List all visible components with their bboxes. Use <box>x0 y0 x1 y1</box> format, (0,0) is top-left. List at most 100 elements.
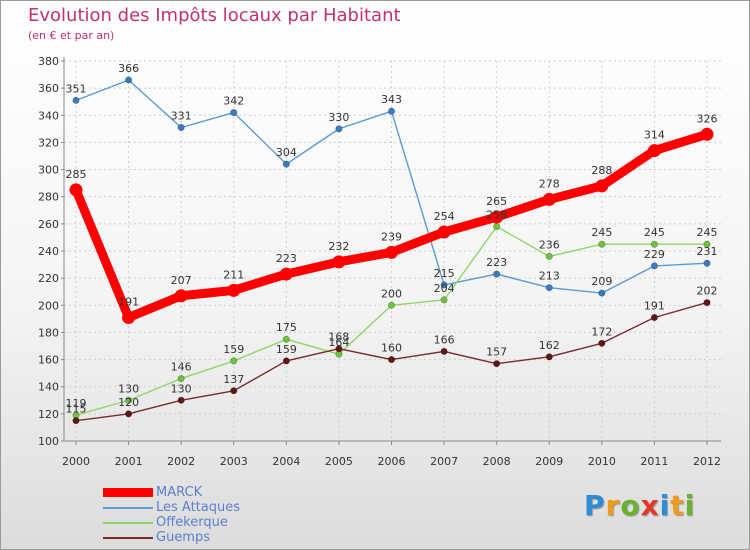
data-label-marck-2009: 278 <box>539 177 560 190</box>
point-marck-2004 <box>279 267 293 281</box>
data-label-offekerque-2004: 175 <box>276 321 297 334</box>
x-tick-label-2009: 2009 <box>535 455 563 468</box>
y-tick-label-160: 160 <box>38 354 59 367</box>
data-label-marck-2002: 207 <box>171 274 192 287</box>
y-axis-tick-labels: 100 120 140 160 180 200 220 240 260 280 300 320 340 3… <box>38 55 59 448</box>
point-offekerque-2003 <box>230 357 238 365</box>
point-offekerque-2006 <box>387 301 395 309</box>
data-label-guemps-2002: 130 <box>171 382 192 395</box>
data-label-les-attaques-2006: 343 <box>381 93 402 106</box>
logo-letter: t <box>670 489 685 522</box>
data-labels: 351 366 331 342 304 330 343 215 223 213 209 229 231 1… <box>66 62 718 416</box>
point-marck-2007 <box>437 225 451 239</box>
logo-letter: x <box>640 489 660 522</box>
series-layer <box>69 76 714 425</box>
x-tick-label-2006: 2006 <box>378 455 406 468</box>
legend-label-offekerque: Offekerque <box>156 515 228 530</box>
legend-swatch-marck <box>103 488 153 497</box>
y-tick-label-240: 240 <box>38 245 59 258</box>
x-tick-label-2003: 2003 <box>220 455 248 468</box>
data-label-les-attaques-2004: 304 <box>276 146 297 159</box>
data-label-marck-2010: 288 <box>591 164 612 177</box>
point-guemps-2005 <box>335 345 343 353</box>
y-tick-label-120: 120 <box>38 408 59 421</box>
data-label-marck-2008: 265 <box>486 195 507 208</box>
point-marck-2002 <box>174 289 188 303</box>
data-label-guemps-2009: 162 <box>539 339 560 352</box>
point-guemps-2009 <box>545 353 553 361</box>
point-guemps-2002 <box>177 396 185 404</box>
point-guemps-2007 <box>440 347 448 355</box>
data-label-offekerque-2009: 236 <box>539 238 560 251</box>
point-offekerque-2011 <box>650 240 658 248</box>
y-tick-label-200: 200 <box>38 299 59 312</box>
x-tick-label-2007: 2007 <box>430 455 458 468</box>
proxiti-logo: Proxiti <box>584 489 695 522</box>
point-marck-2001 <box>122 311 136 324</box>
y-tick-label-180: 180 <box>38 326 59 339</box>
logo-letter: i <box>659 489 671 522</box>
point-les-attaques-2006 <box>387 107 395 115</box>
data-label-offekerque-2008: 258 <box>486 209 507 222</box>
point-les-attaques-2005 <box>335 125 343 133</box>
data-label-offekerque-2012: 245 <box>697 226 718 239</box>
legend-swatch-guemps <box>103 537 153 539</box>
data-label-offekerque-2003: 159 <box>223 343 244 356</box>
logo-letter: r <box>605 489 621 522</box>
data-label-guemps-2004: 159 <box>276 343 297 356</box>
x-tick-label-2012: 2012 <box>693 455 721 468</box>
data-label-les-attaques-2007: 215 <box>434 267 455 280</box>
point-guemps-2008 <box>493 360 501 368</box>
legend-swatch-offekerque <box>103 522 153 524</box>
data-label-offekerque-2000: 119 <box>66 397 87 410</box>
legend-label-marck: MARCK <box>156 485 203 500</box>
data-label-guemps-2005: 168 <box>328 331 349 344</box>
point-marck-2006 <box>385 245 398 259</box>
data-label-guemps-2008: 157 <box>486 346 507 359</box>
data-label-les-attaques-2002: 331 <box>171 110 192 123</box>
data-label-offekerque-2007: 204 <box>434 282 455 295</box>
x-tick-label-2000: 2000 <box>62 455 90 468</box>
data-label-les-attaques-2008: 223 <box>486 256 507 269</box>
point-offekerque-2008 <box>493 223 501 231</box>
logo-letter: P <box>584 489 606 522</box>
legend-label-les-attaques: Les Attaques <box>156 500 241 515</box>
point-marck-2009 <box>542 192 556 206</box>
x-tick-label-2004: 2004 <box>272 455 300 468</box>
x-tick-label-2008: 2008 <box>483 455 511 468</box>
point-guemps-2001 <box>125 410 133 418</box>
point-guemps-2000 <box>72 417 80 425</box>
y-tick-label-380: 380 <box>38 55 59 68</box>
point-les-attaques-2012 <box>703 259 711 267</box>
point-guemps-2012 <box>703 299 711 307</box>
chart-title: Evolution des Impôts locaux par Habitant <box>28 5 401 26</box>
axes <box>61 57 721 445</box>
data-label-les-attaques-2005: 330 <box>328 111 349 124</box>
point-offekerque-2004 <box>282 335 290 343</box>
data-label-marck-2005: 232 <box>328 240 349 253</box>
point-guemps-2003 <box>230 387 238 395</box>
data-label-offekerque-2002: 146 <box>171 361 192 374</box>
data-label-les-attaques-2012: 231 <box>697 245 718 258</box>
data-label-offekerque-2010: 245 <box>591 226 612 239</box>
y-tick-label-320: 320 <box>38 136 59 149</box>
data-label-marck-2012: 326 <box>697 112 718 125</box>
legend-label-guemps: Guemps <box>156 530 210 545</box>
point-guemps-2010 <box>598 339 606 347</box>
data-label-marck-2006: 239 <box>381 230 402 243</box>
data-label-guemps-2007: 166 <box>434 333 455 346</box>
x-tick-label-2011: 2011 <box>640 455 668 468</box>
data-label-marck-2011: 314 <box>644 129 665 142</box>
data-label-guemps-2000: 115 <box>66 403 87 416</box>
data-label-les-attaques-2000: 351 <box>66 82 87 95</box>
y-tick-label-260: 260 <box>38 218 59 231</box>
point-marck-2000 <box>69 183 83 197</box>
data-label-guemps-2010: 172 <box>591 325 612 338</box>
data-label-les-attaques-2003: 342 <box>223 95 244 108</box>
x-tick-label-2010: 2010 <box>588 455 616 468</box>
point-les-attaques-2000 <box>72 96 80 104</box>
logo-letter: i <box>684 489 696 522</box>
point-les-attaques-2004 <box>282 160 290 168</box>
point-les-attaques-2002 <box>177 124 185 132</box>
